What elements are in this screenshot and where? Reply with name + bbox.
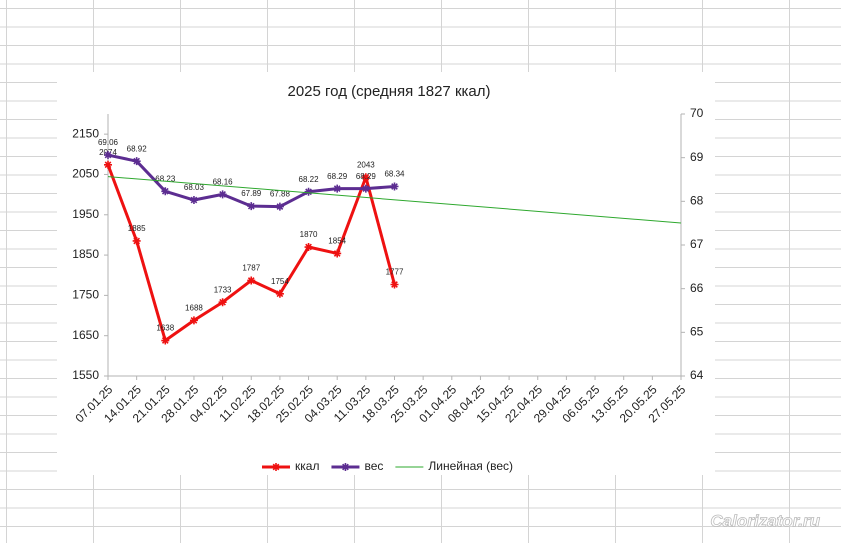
point-marker	[161, 187, 170, 196]
y2-tick-label: 66	[690, 281, 704, 295]
chart-title: 2025 год (средняя 1827 ккал)	[288, 83, 491, 100]
data-label: 1870	[300, 230, 318, 239]
y-tick-label: 1750	[72, 288, 99, 302]
data-label: 68.03	[184, 183, 205, 192]
data-label: 68.29	[356, 172, 377, 181]
data-label: 67.89	[241, 189, 262, 198]
point-marker	[104, 160, 112, 169]
y2-tick-label: 67	[690, 237, 704, 251]
y-tick-label: 1650	[72, 328, 99, 342]
data-label: 68.16	[213, 177, 234, 186]
y-tick-label: 2150	[72, 126, 99, 140]
point-marker	[161, 336, 170, 345]
data-label: 2043	[357, 160, 375, 169]
y2-tick-label: 65	[690, 325, 704, 339]
data-label: 1754	[271, 277, 289, 286]
point-marker	[132, 157, 141, 166]
legend-label: Линейная (вес)	[428, 459, 513, 473]
y2-tick-label: 64	[690, 368, 704, 382]
y2-tick-label: 68	[690, 194, 704, 208]
data-label: 69.06	[98, 138, 119, 147]
y-tick-label: 1850	[72, 247, 99, 261]
point-marker	[390, 280, 399, 289]
data-label: 1885	[128, 224, 146, 233]
watermark: Calorizator.ru	[710, 511, 820, 530]
data-label: 67.88	[270, 190, 291, 199]
chart-area	[57, 72, 715, 475]
point-marker	[275, 289, 284, 298]
point-marker	[218, 190, 227, 199]
legend-label: вес	[364, 459, 383, 473]
trend-line	[107, 176, 682, 224]
y-tick-label: 2050	[72, 167, 99, 181]
point-marker	[189, 316, 198, 325]
point-marker	[333, 249, 342, 258]
data-label: 68.92	[127, 144, 148, 153]
point-marker	[304, 243, 313, 252]
data-label: 68.23	[155, 174, 176, 183]
point-marker	[189, 196, 198, 205]
data-label: 1777	[386, 268, 404, 277]
point-marker	[104, 151, 112, 160]
point-marker	[304, 187, 313, 196]
point-marker	[247, 276, 256, 285]
point-marker	[275, 202, 284, 211]
point-marker	[132, 236, 141, 245]
data-label: 68.22	[299, 175, 320, 184]
point-marker	[390, 182, 399, 191]
data-label: 1688	[185, 303, 203, 312]
data-label: 1787	[242, 264, 260, 273]
data-label: 1854	[328, 237, 346, 246]
point-marker	[218, 298, 227, 307]
point-marker	[333, 184, 342, 193]
y-tick-label: 1550	[72, 368, 99, 382]
data-label: 1638	[156, 324, 174, 333]
legend-label: ккал	[295, 459, 319, 473]
data-label: 68.34	[384, 170, 405, 179]
data-label: 1733	[214, 285, 232, 294]
legend-marker	[341, 463, 350, 471]
data-label: 68.29	[327, 172, 348, 181]
legend-marker	[272, 463, 280, 471]
y2-tick-label: 69	[690, 150, 704, 164]
point-marker	[361, 184, 370, 193]
y2-tick-label: 70	[690, 106, 704, 120]
y-tick-label: 1950	[72, 207, 99, 221]
point-marker	[247, 202, 256, 211]
point-marker	[361, 173, 370, 182]
